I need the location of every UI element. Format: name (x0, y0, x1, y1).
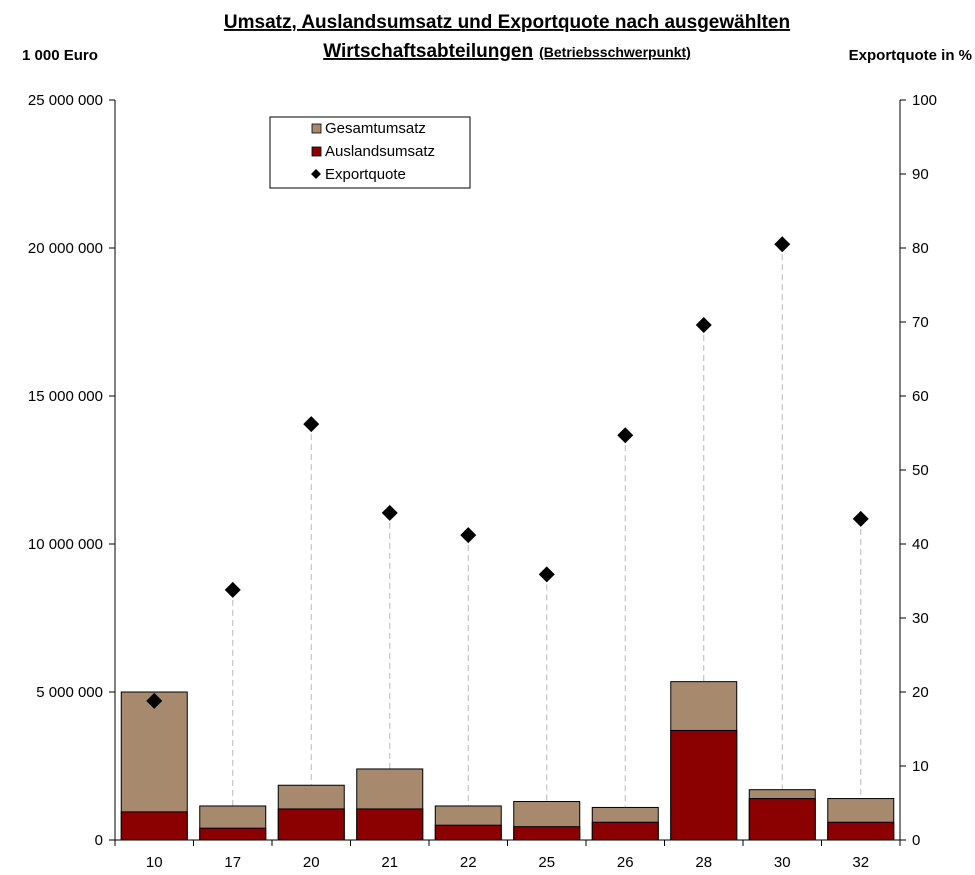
marker-exportquote (695, 316, 712, 333)
marker-exportquote (774, 236, 791, 253)
x-tick-label: 21 (381, 854, 398, 871)
x-tick-label: 30 (774, 854, 791, 871)
marker-exportquote (538, 566, 555, 583)
left-tick-label: 0 (95, 832, 103, 849)
legend: Gesamtumsatz Auslandsumsatz Exportquote (269, 116, 471, 189)
left-axis-unit: 1 000 Euro (22, 47, 98, 64)
legend-label-exportquote: Exportquote (325, 166, 406, 183)
right-tick-label: 10 (912, 758, 929, 775)
drop-lines (153, 244, 862, 840)
x-tick-label: 32 (852, 854, 869, 871)
bars-auslandsumsatz (120, 729, 895, 841)
bar-auslandsumsatz (827, 821, 895, 841)
right-axis-unit: Exportquote in % (849, 47, 972, 64)
right-tick-label: 0 (912, 832, 920, 849)
bar-auslandsumsatz (670, 729, 738, 841)
marker-exportquote (303, 416, 320, 433)
right-tick-label: 20 (912, 684, 929, 701)
x-tick-label: 28 (695, 854, 712, 871)
marker-exportquote (146, 692, 163, 709)
x-axis-ticks: 10 17 20 21 22 25 26 28 30 32 (114, 840, 901, 871)
chart-title-line1: Umsatz, Auslandsumsatz und Exportquote n… (224, 12, 790, 33)
bar-auslandsumsatz (199, 827, 267, 841)
bar-auslandsumsatz (748, 798, 816, 841)
left-tick-label: 10 000 000 (28, 536, 103, 553)
legend-marker-exportquote (311, 169, 321, 179)
x-tick-label: 22 (460, 854, 477, 871)
right-tick-label: 30 (912, 610, 929, 627)
marker-exportquote (617, 427, 634, 444)
x-tick-label: 10 (146, 854, 163, 871)
left-tick-label: 5 000 000 (36, 684, 103, 701)
marker-exportquote (224, 581, 241, 598)
x-tick-label: 26 (617, 854, 634, 871)
legend-label-auslandsumsatz: Auslandsumsatz (325, 143, 435, 160)
legend-swatch-auslandsumsatz (311, 146, 322, 157)
right-tick-label: 90 (912, 166, 929, 183)
bar-auslandsumsatz (356, 808, 424, 841)
legend-box (269, 116, 471, 189)
marker-exportquote (852, 510, 869, 527)
left-axis-ticks: 0 5 000 000 10 000 000 15 000 000 20 000 000… (28, 92, 115, 849)
right-tick-label: 60 (912, 388, 929, 405)
marker-exportquote (460, 527, 477, 544)
bar-auslandsumsatz (434, 824, 502, 841)
bar-auslandsumsatz (120, 811, 188, 841)
x-tick-label: 17 (224, 854, 241, 871)
right-tick-label: 40 (912, 536, 929, 553)
bar-auslandsumsatz (591, 821, 659, 841)
bar-auslandsumsatz (513, 826, 581, 841)
right-tick-label: 100 (912, 92, 937, 109)
bar-auslandsumsatz (277, 808, 345, 841)
chart-title-line2: Wirtschaftsabteilungen (Betriebsschwerpun… (323, 41, 691, 62)
left-tick-label: 25 000 000 (28, 92, 103, 109)
x-tick-label: 20 (303, 854, 320, 871)
right-tick-label: 80 (912, 240, 929, 257)
legend-label-gesamtumsatz: Gesamtumsatz (325, 120, 426, 137)
chart-title-line2-main: Wirtschaftsabteilungen (323, 41, 533, 62)
left-tick-label: 20 000 000 (28, 240, 103, 257)
marker-exportquote (381, 504, 398, 521)
chart-title-line2-small: (Betriebsschwerpunkt) (539, 44, 691, 60)
right-axis-ticks: 0 10 20 30 40 50 60 70 80 90 100 (900, 92, 937, 849)
x-tick-label: 25 (538, 854, 555, 871)
right-tick-label: 70 (912, 314, 929, 331)
markers-exportquote (146, 236, 869, 709)
right-tick-label: 50 (912, 462, 929, 479)
left-tick-label: 15 000 000 (28, 388, 103, 405)
legend-swatch-gesamtumsatz (311, 123, 322, 134)
